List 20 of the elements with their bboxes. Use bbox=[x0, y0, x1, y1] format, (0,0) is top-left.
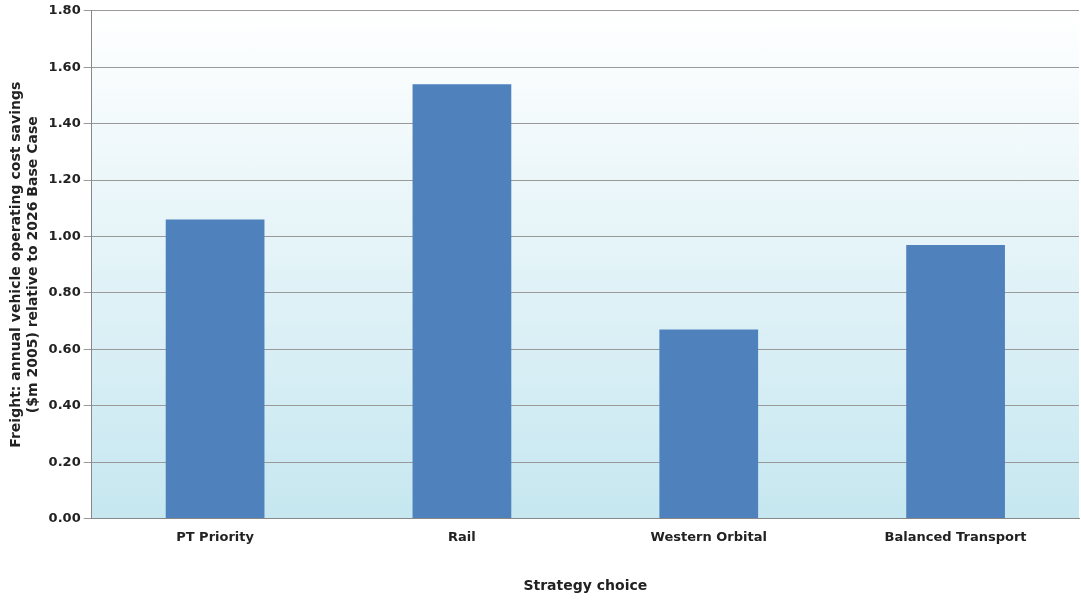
x-tick-label: PT Priority bbox=[176, 528, 255, 544]
y-tick-label: 1.80 bbox=[48, 2, 81, 18]
x-tick-label: Western Orbital bbox=[650, 528, 767, 544]
y-tick-label: 0.40 bbox=[48, 397, 81, 413]
bar bbox=[412, 84, 512, 519]
y-tick-label: 1.60 bbox=[48, 58, 81, 74]
y-tick-label: 0.20 bbox=[48, 453, 81, 469]
bar bbox=[906, 244, 1005, 519]
y-tick-label: 1.00 bbox=[48, 227, 81, 243]
y-tick-label: 1.40 bbox=[48, 115, 81, 131]
bar bbox=[165, 219, 265, 519]
bar bbox=[659, 329, 759, 519]
y-tick-label: 1.20 bbox=[48, 171, 81, 187]
y-tick-label: 0.00 bbox=[48, 509, 81, 525]
x-tick-label: Rail bbox=[448, 528, 476, 544]
y-tick-label: 0.60 bbox=[48, 340, 81, 356]
x-axis-title: Strategy choice bbox=[523, 577, 648, 594]
y-tick-label: 0.80 bbox=[48, 284, 81, 300]
x-tick-label: Balanced Transport bbox=[884, 528, 1027, 544]
y-axis-title: Freight: annual vehicle operating cost savings ($m 2005) relative to 2026 Base Case bbox=[7, 81, 40, 448]
